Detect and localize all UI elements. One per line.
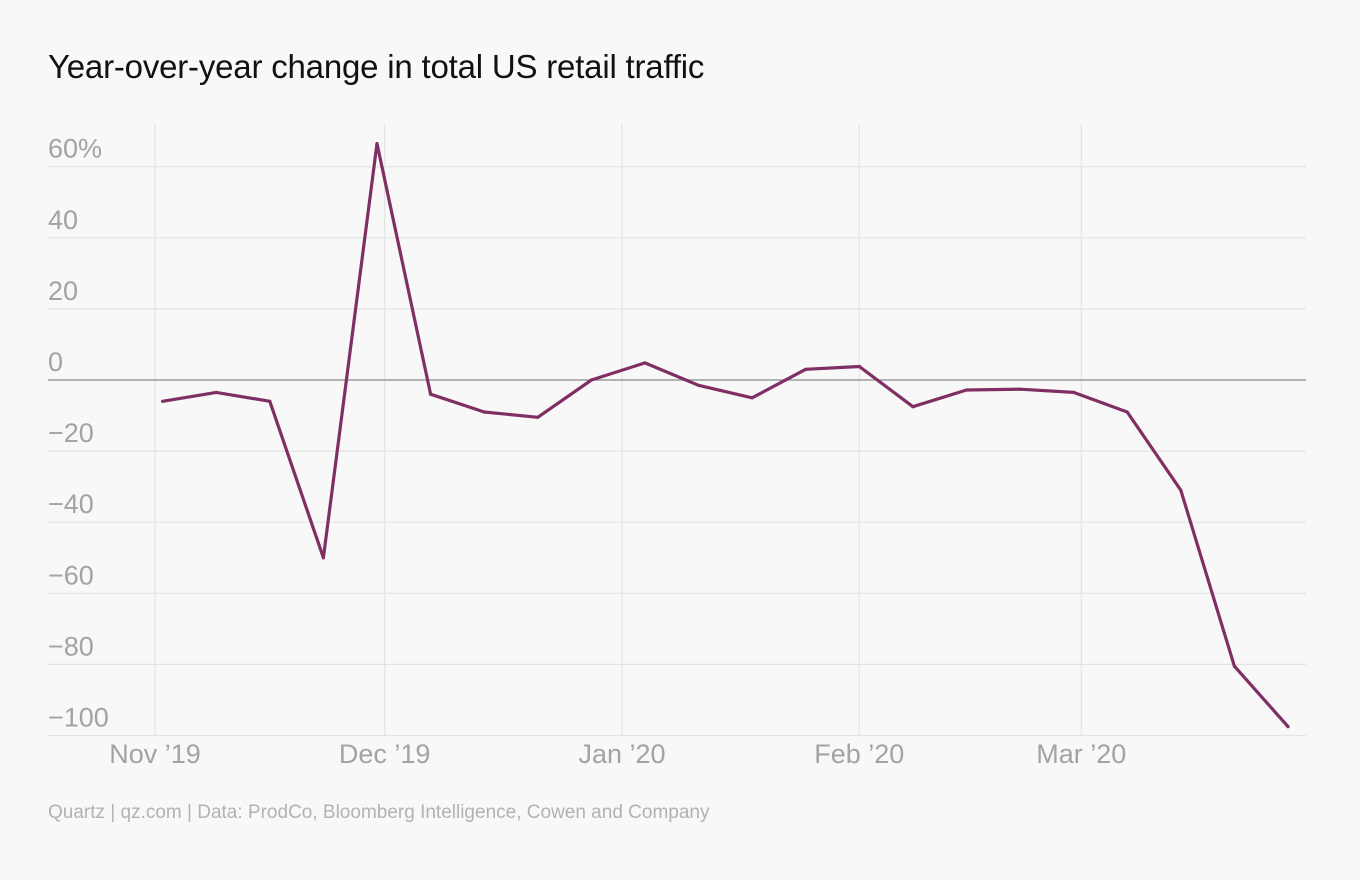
chart-title: Year-over-year change in total US retail… — [48, 48, 705, 85]
data-point — [1018, 387, 1022, 391]
data-point — [750, 396, 754, 400]
y-tick-label: −100 — [48, 702, 109, 732]
y-gridlines — [48, 166, 1306, 737]
data-point — [1072, 390, 1076, 394]
y-axis-ticks: 60% 40 20 0 −20 −40 −60 −80 −100 — [48, 134, 109, 733]
data-point — [857, 364, 861, 369]
data-point — [321, 556, 325, 560]
data-point — [1286, 725, 1290, 729]
data-point — [911, 405, 915, 409]
y-tick-label: −60 — [48, 560, 94, 590]
y-tick-label: −20 — [48, 418, 94, 448]
data-point — [536, 415, 540, 419]
y-tick-label: −40 — [48, 489, 94, 519]
x-tick-label: Nov ’19 — [109, 739, 201, 769]
y-tick-label: 40 — [48, 205, 78, 235]
data-point — [643, 361, 647, 365]
data-point — [429, 392, 433, 396]
x-gridlines — [154, 124, 1082, 735]
x-tick-label: Mar ’20 — [1036, 739, 1126, 769]
data-point — [1232, 664, 1236, 668]
series-line-retail-traffic — [161, 142, 1290, 729]
data-point — [804, 367, 808, 371]
data-point — [268, 399, 272, 403]
data-point — [482, 410, 486, 414]
x-tick-label: Feb ’20 — [814, 739, 904, 769]
data-point — [589, 378, 594, 382]
data-point — [696, 383, 701, 387]
data-point — [214, 390, 218, 394]
data-points — [161, 142, 1290, 729]
data-point — [964, 388, 969, 392]
data-point — [1179, 488, 1183, 492]
x-tick-label: Jan ’20 — [578, 739, 665, 769]
data-point — [1125, 410, 1129, 414]
y-tick-label: 0 — [48, 347, 63, 377]
x-tick-label: Dec ’19 — [339, 739, 431, 769]
data-point — [161, 399, 165, 403]
x-axis-ticks: Nov ’19 Dec ’19 Jan ’20 Feb ’20 Mar ’20 — [109, 739, 1126, 769]
y-tick-label: −80 — [48, 631, 94, 661]
data-point — [375, 142, 379, 146]
y-tick-label: 20 — [48, 276, 78, 306]
source-note: Quartz | qz.com | Data: ProdCo, Bloomber… — [48, 802, 710, 823]
y-tick-label: 60% — [48, 134, 102, 164]
